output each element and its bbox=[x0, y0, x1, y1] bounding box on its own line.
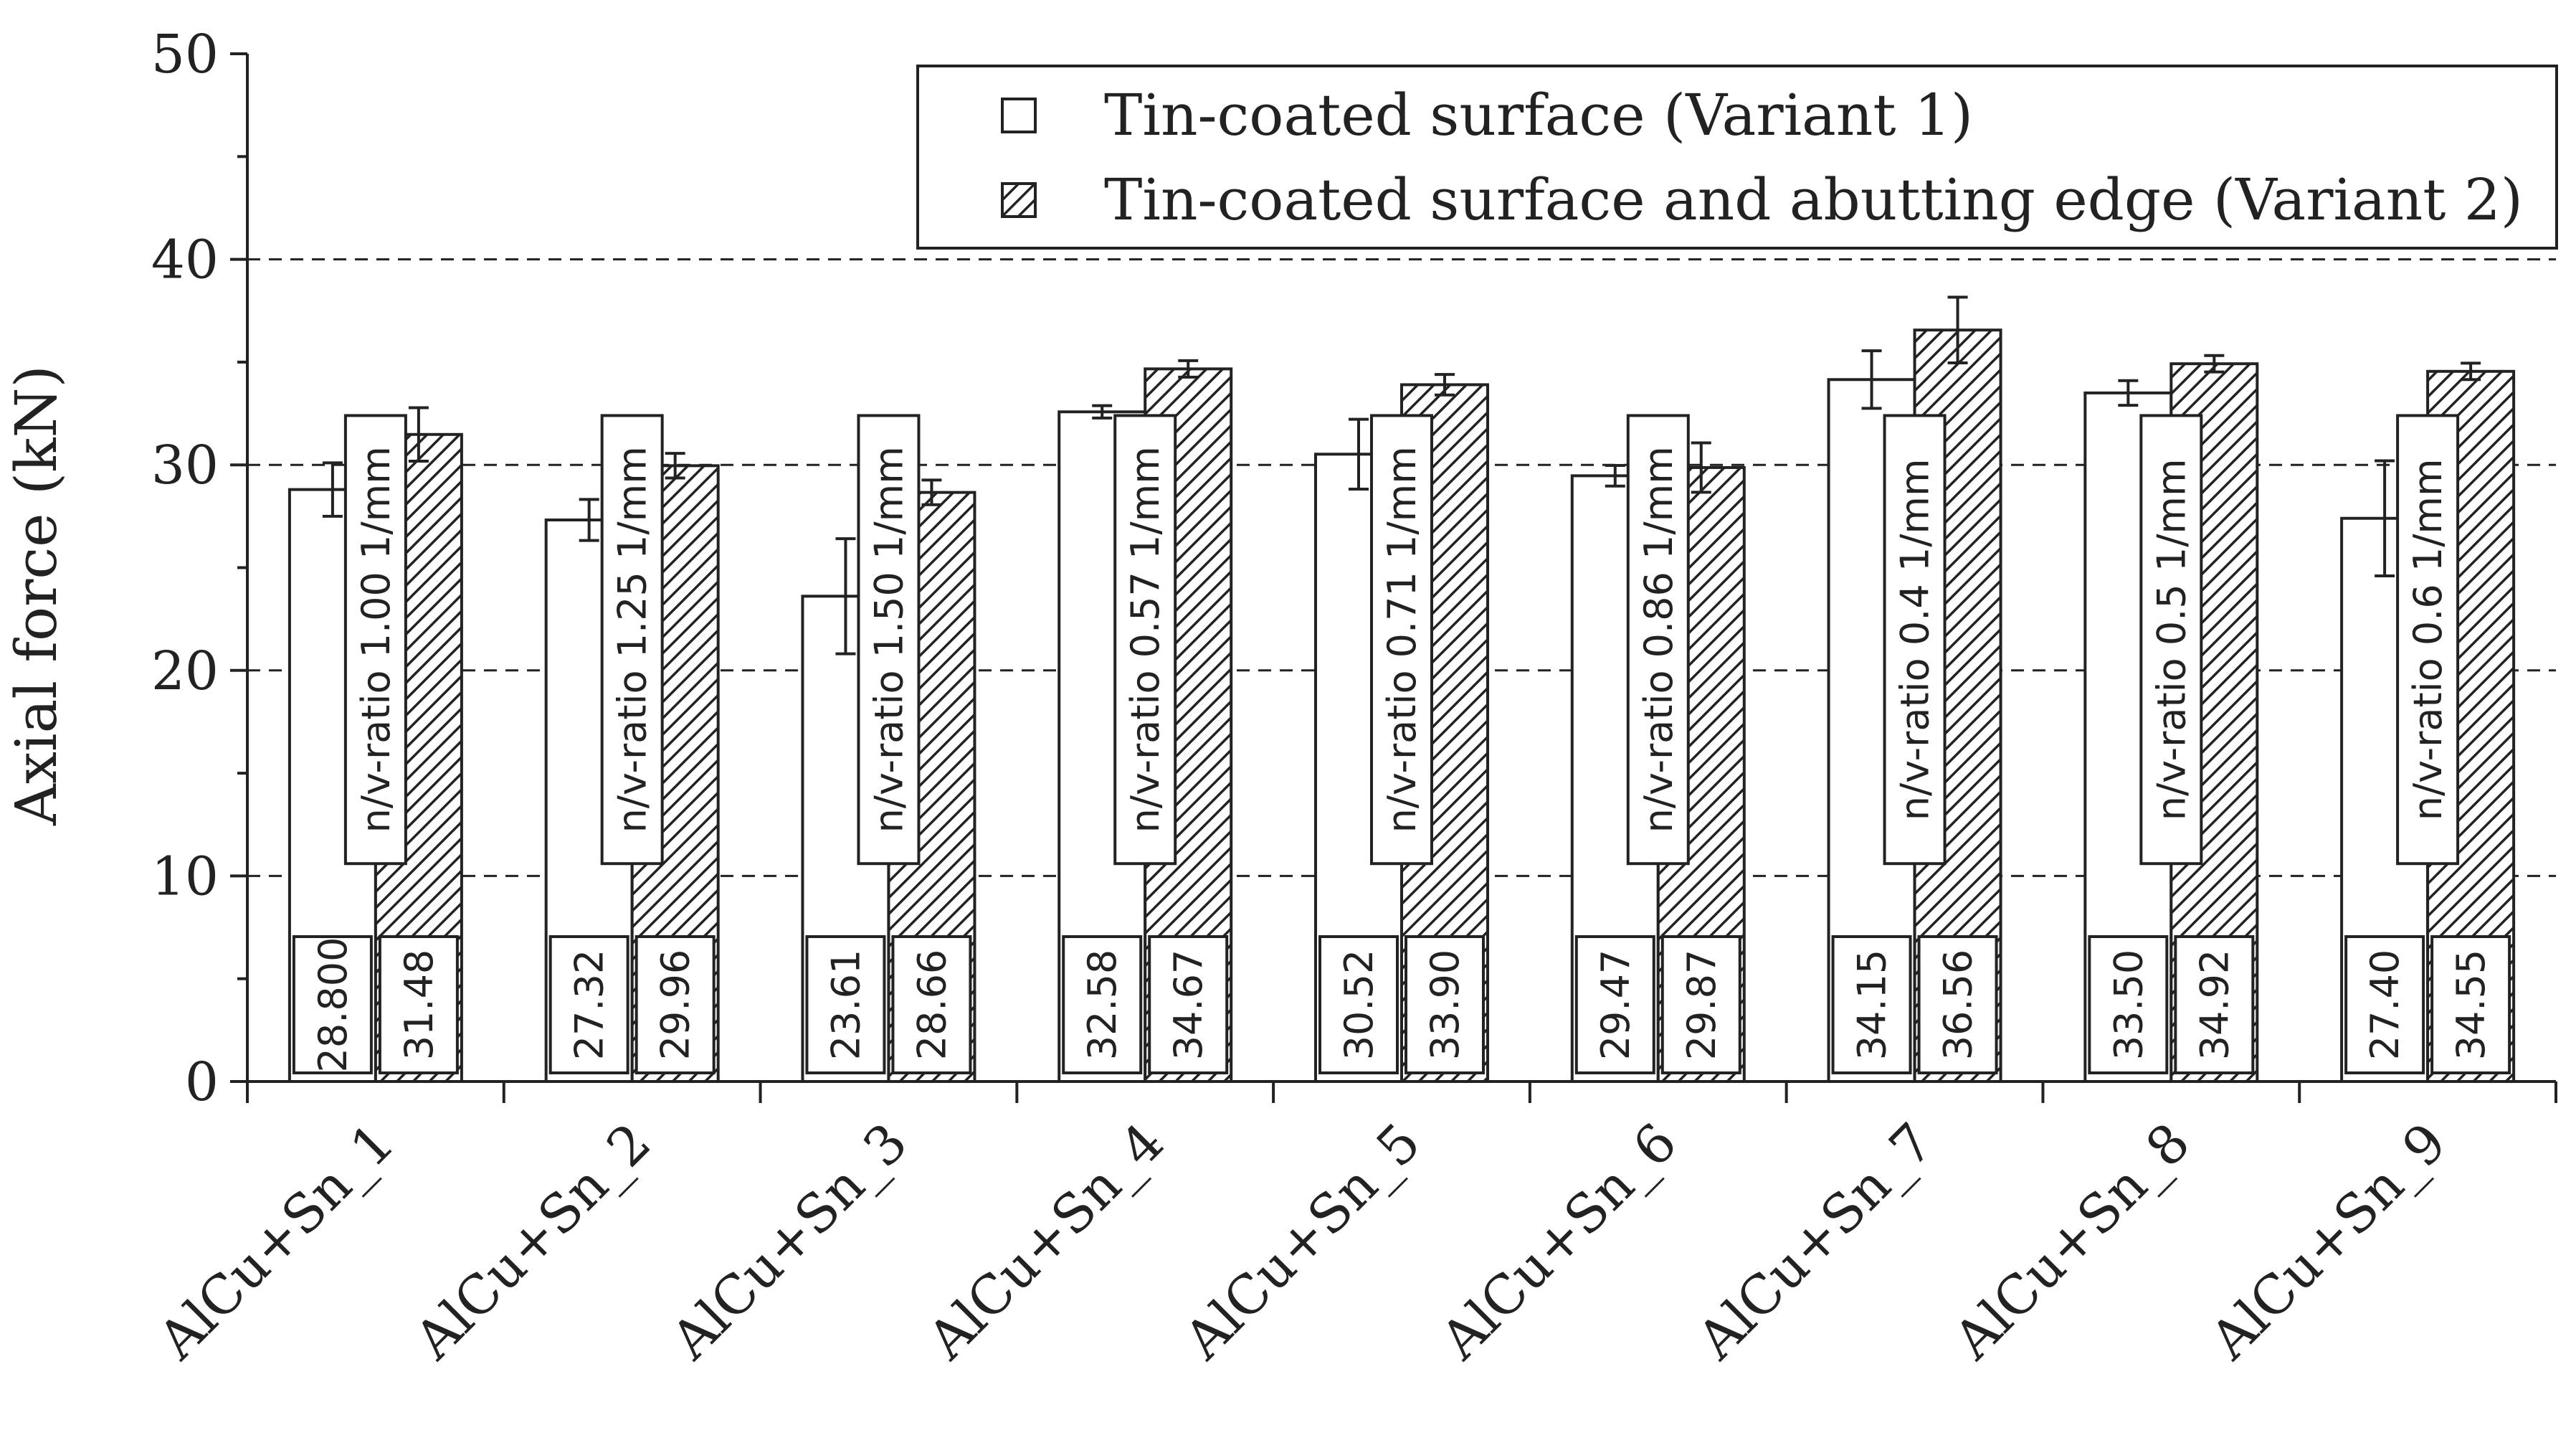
value-label-series1-1: 28.800 bbox=[310, 937, 356, 1073]
value-label-box bbox=[2344, 935, 2425, 1074]
value-label-box bbox=[1148, 935, 1229, 1074]
x-category-label-9: AlCu+Sn_9 bbox=[2198, 1112, 2458, 1372]
x-category-label-1: AlCu+Sn_1 bbox=[146, 1112, 407, 1372]
nv-ratio-box bbox=[600, 414, 664, 866]
value-label-box bbox=[891, 935, 972, 1074]
value-label-series2-5: 33.90 bbox=[1422, 950, 1468, 1061]
x-category-label-7: AlCu+Sn_7 bbox=[1686, 1112, 1946, 1372]
y-tick-label-30: 30 bbox=[151, 435, 219, 496]
nv-ratio-label-6: n/v-ratio 0.86 1/mm bbox=[1636, 446, 1681, 833]
y-axis-label: Axial force (kN) bbox=[3, 365, 70, 826]
nv-ratio-label-5: n/v-ratio 0.71 1/mm bbox=[1379, 446, 1425, 833]
axes bbox=[230, 52, 2557, 1103]
y-tick-label-20: 20 bbox=[151, 640, 219, 702]
value-label-series2-8: 34.92 bbox=[2192, 950, 2237, 1061]
legend-swatch-variant-2 bbox=[1001, 182, 1037, 218]
value-label-box bbox=[1831, 935, 1912, 1074]
nv-ratio-box bbox=[857, 414, 921, 866]
nv-ratio-box bbox=[1113, 414, 1177, 866]
value-label-series1-8: 33.50 bbox=[2106, 950, 2151, 1061]
legend-label-variant-2: Tin-coated surface and abutting edge (Va… bbox=[1104, 166, 2523, 233]
value-label-box bbox=[635, 935, 716, 1074]
value-label-box bbox=[1062, 935, 1143, 1074]
nv-ratio-box bbox=[1370, 414, 1433, 866]
legend-swatch-variant-1 bbox=[1001, 98, 1037, 133]
nv-ratio-label-7: n/v-ratio 0.4 1/mm bbox=[1893, 458, 1938, 820]
value-label-series2-3: 28.66 bbox=[909, 950, 954, 1061]
legend-box bbox=[916, 65, 2558, 250]
value-label-box bbox=[2174, 935, 2255, 1074]
value-labels: 28.800 31.48 n/v-ratio 1.00 1/mm 27.32 29.96… bbox=[292, 414, 2511, 1074]
nv-ratio-label-4: n/v-ratio 0.57 1/mm bbox=[1123, 446, 1168, 833]
nv-ratio-label-9: n/v-ratio 0.6 1/mm bbox=[2405, 458, 2451, 820]
value-label-series2-4: 34.67 bbox=[1166, 950, 1211, 1061]
value-label-series2-7: 36.56 bbox=[1936, 950, 1981, 1061]
value-label-series1-2: 27.32 bbox=[567, 950, 612, 1061]
value-label-box bbox=[1660, 935, 1741, 1074]
value-label-box bbox=[1318, 935, 1399, 1074]
x-category-label-3: AlCu+Sn_3 bbox=[660, 1112, 920, 1372]
value-label-series2-1: 31.48 bbox=[396, 950, 442, 1061]
y-tick-label-10: 10 bbox=[151, 846, 219, 907]
value-label-series1-7: 34.15 bbox=[1850, 950, 1895, 1061]
x-category-label-8: AlCu+Sn_8 bbox=[1941, 1112, 2202, 1372]
nv-ratio-label-3: n/v-ratio 1.50 1/mm bbox=[866, 446, 911, 833]
nv-ratio-label-2: n/v-ratio 1.25 1/mm bbox=[610, 446, 655, 833]
value-label-box bbox=[1917, 935, 1998, 1074]
nv-ratio-label-8: n/v-ratio 0.5 1/mm bbox=[2149, 458, 2194, 820]
value-label-series1-3: 23.61 bbox=[823, 950, 868, 1061]
x-category-label-2: AlCu+Sn_2 bbox=[403, 1112, 663, 1372]
value-label-series1-4: 32.58 bbox=[1080, 950, 1125, 1061]
nv-ratio-box bbox=[343, 414, 407, 866]
value-label-box bbox=[548, 935, 629, 1074]
value-label-box bbox=[292, 935, 373, 1074]
x-category-label-5: AlCu+Sn_5 bbox=[1172, 1112, 1432, 1372]
legend-label-variant-1: Tin-coated surface (Variant 1) bbox=[1104, 82, 1973, 148]
y-tick-label-40: 40 bbox=[151, 229, 219, 291]
value-label-box bbox=[1405, 935, 1485, 1074]
value-label-series2-2: 29.96 bbox=[653, 950, 698, 1061]
error-bars bbox=[322, 295, 2481, 655]
value-label-box bbox=[378, 935, 459, 1074]
y-tick-label-0: 0 bbox=[185, 1051, 219, 1113]
value-label-box bbox=[2430, 935, 2511, 1074]
value-label-box bbox=[2088, 935, 2169, 1074]
legend: Tin-coated surface (Variant 1) Tin-coate… bbox=[916, 65, 2558, 250]
nv-ratio-box bbox=[1626, 414, 1690, 866]
nv-ratio-box bbox=[2396, 414, 2460, 866]
value-label-series1-6: 29.47 bbox=[1593, 950, 1638, 1061]
value-label-series2-9: 34.55 bbox=[2448, 950, 2494, 1061]
value-label-series1-5: 30.52 bbox=[1336, 950, 1382, 1061]
nv-ratio-box bbox=[2139, 414, 2203, 866]
value-label-series2-6: 29.87 bbox=[1679, 950, 1724, 1061]
x-category-label-6: AlCu+Sn_6 bbox=[1429, 1112, 1689, 1372]
nv-ratio-box bbox=[1883, 414, 1947, 866]
value-label-box bbox=[805, 935, 886, 1074]
value-label-box bbox=[1574, 935, 1655, 1074]
x-category-label-4: AlCu+Sn_4 bbox=[916, 1112, 1176, 1372]
value-label-series1-9: 27.40 bbox=[2362, 950, 2408, 1061]
y-tick-label-50: 50 bbox=[151, 24, 219, 85]
nv-ratio-label-1: n/v-ratio 1.00 1/mm bbox=[353, 446, 399, 833]
